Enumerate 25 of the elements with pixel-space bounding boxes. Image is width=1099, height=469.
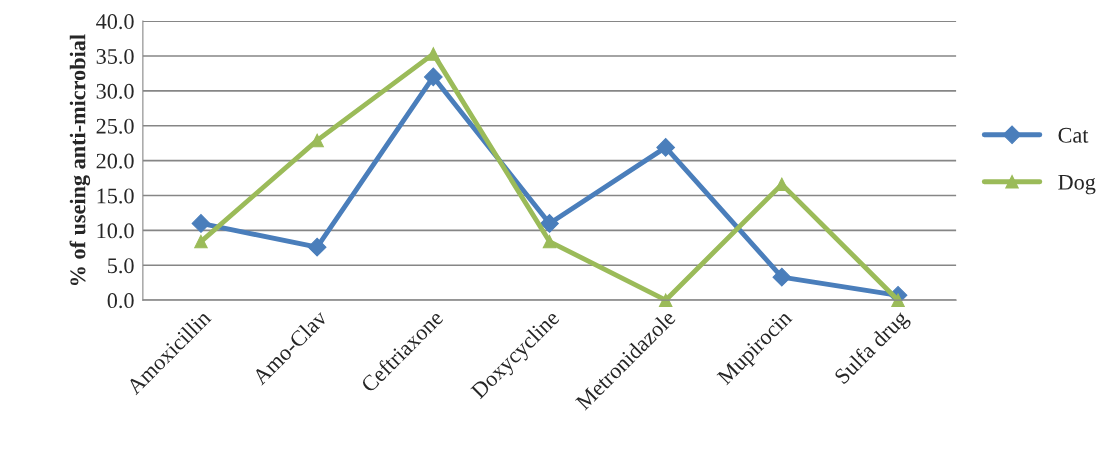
y-tick-label: 0.0 (107, 293, 134, 309)
y-tick-label: 25.0 (96, 118, 134, 134)
point (191, 214, 211, 233)
y-axis-title: % of useing anti-microbial (69, 34, 91, 286)
y-tick-label: 35.0 (96, 48, 134, 65)
legend-label: Cat (1058, 127, 1089, 143)
point (310, 133, 324, 148)
point (656, 138, 676, 157)
point (540, 214, 559, 233)
point (426, 47, 441, 61)
point (423, 67, 443, 87)
y-tick-label: 30.0 (96, 83, 134, 99)
point (658, 293, 673, 307)
point (194, 234, 208, 249)
point (775, 177, 789, 192)
legend-label: Dog (1058, 174, 1096, 195)
point (307, 237, 327, 257)
y-tick-label: 5.0 (108, 258, 134, 274)
point (772, 267, 792, 287)
y-tick-label: 20.0 (96, 153, 134, 169)
y-tick-label: 15.0 (97, 188, 134, 204)
point (542, 234, 557, 249)
x-tick-label: Sulfa drug (833, 308, 913, 388)
y-tick-label: 40.0 (96, 14, 134, 30)
y-tick-label: 10.0 (97, 223, 134, 239)
